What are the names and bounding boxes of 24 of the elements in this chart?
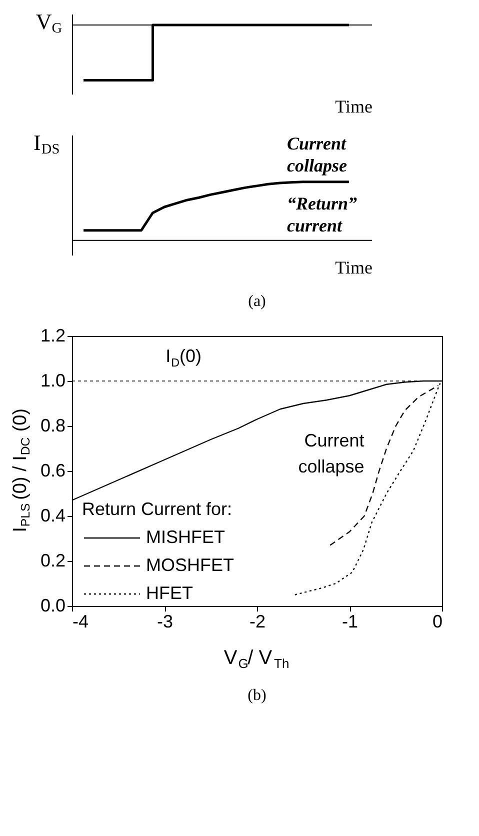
y-tick-label: 0.6: [40, 460, 66, 480]
x-axis-title: Time: [335, 258, 373, 278]
legend-label: HFET: [146, 583, 193, 603]
text: (a): [248, 293, 266, 310]
y-tick-label: 1.0: [40, 370, 66, 390]
annotation: Current collapse: [298, 430, 364, 476]
annotation: “Return” current: [287, 194, 358, 236]
x-tick-label: -3: [156, 612, 174, 632]
x-axis-title: Time: [335, 96, 373, 116]
y-axis-title: IPLS(0) / IDC (0): [10, 408, 33, 532]
legend-label: MISHFET: [146, 527, 225, 547]
y-tick-label: 0.4: [40, 506, 66, 526]
y-tick-label: 1.2: [40, 326, 66, 346]
text: (b): [248, 687, 266, 704]
y-tick-label: 0.0: [40, 596, 66, 616]
legend-title: Return Current for:: [82, 499, 232, 519]
x-tick-label: -1: [342, 612, 358, 632]
x-tick-label: 0: [432, 612, 442, 632]
legend-label: MOSHFET: [146, 555, 234, 575]
y-tick-label: 0.2: [40, 550, 66, 570]
x-tick-label: -2: [249, 612, 266, 632]
text: Current collapse: [287, 134, 348, 176]
x-tick-label: -4: [72, 612, 89, 632]
y-tick-label: 0.8: [40, 416, 66, 436]
